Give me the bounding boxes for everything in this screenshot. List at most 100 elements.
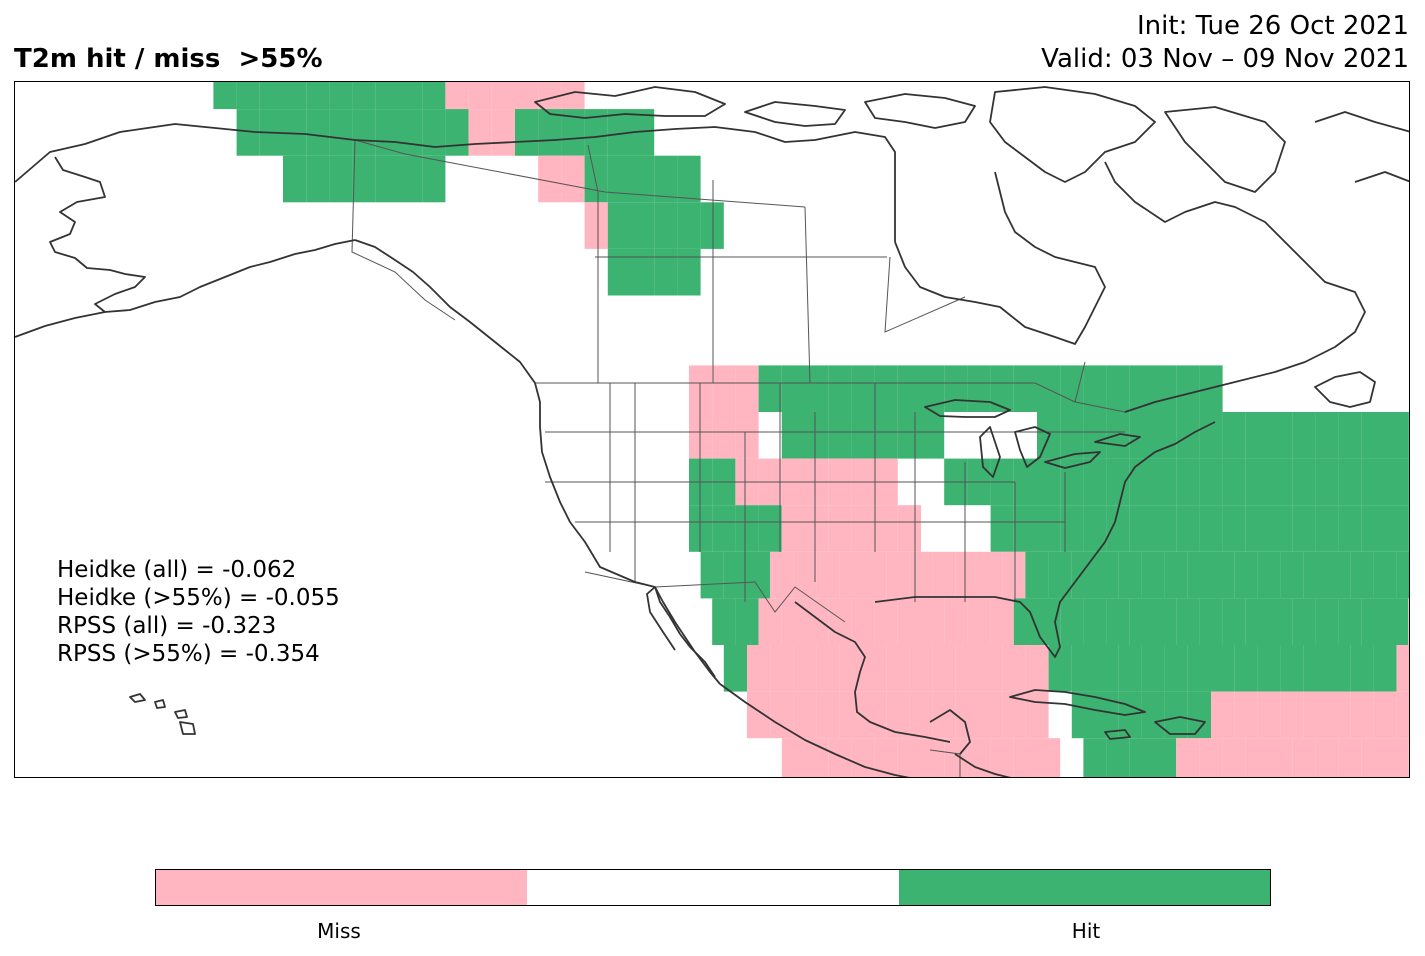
miss-cell: [1315, 738, 1339, 777]
hit-cell: [1408, 412, 1409, 459]
hit-cell: [1245, 598, 1269, 645]
miss-cell: [1303, 691, 1327, 739]
hit-cell: [1338, 598, 1362, 645]
heidke-55: Heidke (>55%) = -0.055: [57, 585, 340, 611]
miss-cell: [979, 691, 1003, 739]
hit-cell: [1315, 458, 1339, 506]
miss-cell: [897, 505, 921, 552]
hit-cell: [1361, 412, 1385, 459]
miss-cell: [1245, 738, 1269, 777]
hit-cell: [1327, 645, 1351, 692]
hit-cell: [399, 109, 423, 156]
hit-cell: [607, 202, 631, 249]
hit-cell: [967, 365, 991, 412]
hit-cell: [712, 598, 736, 645]
hit-cell: [1083, 505, 1107, 552]
hit-cell: [259, 82, 283, 110]
hit-cell: [1222, 505, 1246, 552]
hit-cell: [1037, 458, 1061, 506]
miss-cell: [1396, 691, 1409, 739]
miss-cell: [805, 738, 829, 777]
miss-cell: [1025, 645, 1049, 692]
hit-cell: [1373, 645, 1397, 692]
jamaica: [1104, 729, 1131, 740]
miss-cell: [839, 551, 863, 599]
hit-cell: [990, 505, 1014, 552]
hit-cell: [723, 551, 747, 599]
miss-cell: [909, 551, 933, 599]
hit-cell: [1129, 458, 1153, 506]
miss-cell: [1373, 691, 1397, 739]
miss-cell: [1385, 738, 1409, 777]
hit-cell: [329, 82, 353, 110]
miss-cell: [979, 645, 1003, 692]
miss-cell: [863, 645, 887, 692]
hit-cell: [1199, 505, 1223, 552]
hit-cell: [1129, 412, 1153, 459]
hit-cell: [1315, 412, 1339, 459]
miss-cell: [886, 645, 910, 692]
hit-cell: [1118, 551, 1142, 599]
hit-cell: [631, 109, 655, 156]
miss-cell: [863, 551, 887, 599]
hit-cell: [700, 202, 724, 249]
hit-cell: [1327, 551, 1351, 599]
miss-cell: [561, 82, 585, 110]
hit-cell: [921, 365, 945, 412]
miss-cell: [921, 738, 945, 777]
hit-cell: [1269, 412, 1293, 459]
hit-cell: [236, 82, 260, 110]
baja-california: [646, 586, 716, 678]
hit-cell: [1361, 458, 1385, 506]
hit-cell: [654, 248, 678, 296]
miss-cell: [816, 645, 840, 692]
hit-cell: [283, 155, 307, 203]
hit-cell: [1141, 691, 1165, 739]
hit-cell: [1338, 458, 1362, 506]
map-canvas: [15, 82, 1409, 777]
miss-cell: [1408, 598, 1409, 645]
hit-cell: [1153, 365, 1177, 412]
cuba: [1009, 689, 1146, 716]
hit-cell: [1083, 458, 1107, 506]
hit-cell: [1199, 412, 1223, 459]
labrador-coast: [1104, 161, 1366, 413]
miss-cell: [1199, 738, 1223, 777]
miss-cell: [1350, 691, 1374, 739]
great-lakes: [924, 399, 1141, 478]
hit-cell: [1153, 505, 1177, 552]
miss-cell: [967, 738, 991, 777]
hit-cell: [677, 248, 701, 296]
hit-cell: [1164, 551, 1188, 599]
hit-cell: [236, 109, 260, 156]
hit-cell: [1245, 412, 1269, 459]
miss-cell: [874, 505, 898, 552]
miss-cell: [955, 551, 979, 599]
hit-cell: [561, 109, 585, 156]
alaska-border: [351, 139, 456, 321]
hit-cell: [700, 551, 724, 599]
hit-cell: [1083, 412, 1107, 459]
miss-cell: [1037, 738, 1061, 777]
hit-cell: [306, 155, 330, 203]
hit-cell: [1199, 598, 1223, 645]
hit-cell: [1408, 458, 1409, 506]
miss-cell: [1002, 645, 1026, 692]
miss-cell: [851, 738, 875, 777]
gulf-coast: [794, 421, 1216, 743]
hit-cell: [1153, 412, 1177, 459]
hit-cell: [538, 109, 562, 156]
miss-cell: [491, 82, 515, 110]
miss-cell: [955, 645, 979, 692]
miss-cell: [909, 691, 933, 739]
hit-cell: [1385, 505, 1409, 552]
map-title: T2m hit / miss >55%: [14, 44, 323, 74]
valid-dates: Valid: 03 Nov – 09 Nov 2021: [1041, 44, 1409, 74]
hit-cell: [1095, 645, 1119, 692]
hit-cell: [735, 505, 759, 552]
hit-cell: [1303, 645, 1327, 692]
hit-cell: [1176, 365, 1200, 412]
miss-cell: [828, 598, 852, 645]
hit-cell: [1222, 412, 1246, 459]
miss-cell: [828, 738, 852, 777]
